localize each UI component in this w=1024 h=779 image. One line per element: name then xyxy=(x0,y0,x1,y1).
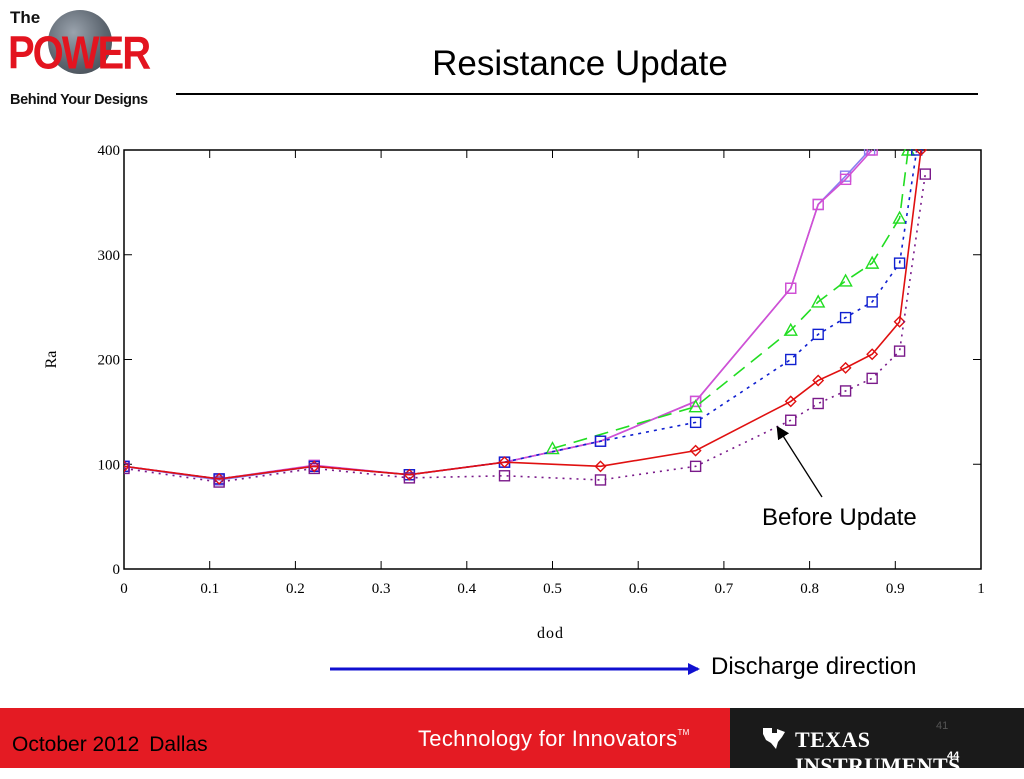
series-5-point xyxy=(403,472,416,484)
series-3-point xyxy=(866,296,878,308)
series-4-point xyxy=(839,361,852,374)
series-3-line xyxy=(124,149,918,480)
series-3-point xyxy=(911,149,923,156)
footer-date: October 2012 xyxy=(12,733,140,756)
discharge-direction-label: Discharge direction xyxy=(711,653,917,680)
series-2-point xyxy=(688,399,703,413)
x-tick-label: 1 xyxy=(977,581,985,597)
series-3-point xyxy=(839,311,852,324)
y-tick-label: 200 xyxy=(98,353,121,369)
series-5-point xyxy=(594,474,607,486)
footer-tagline-text: Technology for Innovators xyxy=(418,726,678,751)
texas-icon xyxy=(763,728,785,749)
series-1-point xyxy=(785,282,797,294)
series-1-point xyxy=(866,149,878,156)
x-tick-label: 0.7 xyxy=(715,581,734,597)
logo-the: The xyxy=(10,8,41,27)
series-3-point xyxy=(893,257,906,269)
series-5-line xyxy=(124,173,927,483)
series-2-point xyxy=(838,273,853,287)
series-1-point xyxy=(839,173,852,186)
series-4-point xyxy=(784,395,797,408)
series-2-point xyxy=(545,441,560,455)
series-5-point xyxy=(785,414,797,426)
slide-title: Resistance Update xyxy=(432,44,728,83)
series-2-point xyxy=(892,210,907,224)
series-4-point xyxy=(893,315,906,328)
series-0-line xyxy=(124,149,871,481)
x-tick-label: 0.4 xyxy=(457,581,476,597)
x-axis-label: dod xyxy=(537,625,564,642)
series-2-point xyxy=(783,322,798,336)
x-tick-label: 0.6 xyxy=(629,581,648,597)
series-5-point xyxy=(893,345,906,357)
series-5-point xyxy=(812,397,824,410)
footer-event: October 2012 Dallas xyxy=(12,733,218,757)
page-number-ghost: 41 xyxy=(936,720,949,732)
series-3-point xyxy=(689,416,702,429)
x-tick-label: 0.8 xyxy=(800,581,819,597)
y-tick-label: 300 xyxy=(98,248,121,264)
series-5-point xyxy=(689,460,702,473)
before-update-annotation: Before Update xyxy=(762,504,917,531)
y-axis-label: Ra xyxy=(43,351,60,369)
series-4-point xyxy=(124,460,130,473)
power-logo: The POWER Behind Your Designs xyxy=(8,6,158,114)
footer-place: Dallas xyxy=(149,733,208,756)
title-divider xyxy=(176,93,978,95)
series-4-line xyxy=(124,149,922,480)
series-4-point xyxy=(689,444,702,457)
y-tick-label: 0 xyxy=(113,562,121,578)
y-tick-label: 100 xyxy=(98,457,121,473)
series-5-point xyxy=(124,462,130,475)
series-5-point xyxy=(919,168,931,180)
x-tick-label: 0.5 xyxy=(543,581,562,597)
series-4-point xyxy=(812,374,825,387)
series-5-point xyxy=(498,470,511,482)
x-tick-label: 0.1 xyxy=(200,581,219,597)
series-3-point xyxy=(812,328,824,341)
ti-brand-name: Texas Instruments xyxy=(795,727,961,778)
series-1-point xyxy=(689,395,702,408)
series-4-point xyxy=(498,456,511,469)
series-4-point xyxy=(594,460,607,473)
series-3-point xyxy=(785,353,797,366)
series-5-point xyxy=(213,476,225,488)
page-number: 44 xyxy=(947,750,960,762)
series-3-point xyxy=(594,435,607,447)
x-tick-label: 0.9 xyxy=(886,581,905,597)
annotation-arrow xyxy=(776,425,823,498)
x-tick-label: 0.2 xyxy=(286,581,305,597)
y-tick-label: 400 xyxy=(98,143,121,159)
globe-icon xyxy=(48,10,112,74)
resistance-chart: 0 0.1 0.2 0.3 0.4 0.5 0.6 0.7 0.8 0.9 1 0 100 200 300 4… xyxy=(43,143,985,675)
series-5-point xyxy=(866,372,878,385)
series-2-point xyxy=(864,255,880,269)
series-4-point xyxy=(308,460,321,473)
plot-area xyxy=(124,149,931,488)
series-2-point xyxy=(810,294,826,308)
logo-power: POWER xyxy=(8,28,151,79)
trademark-mark: TM xyxy=(677,728,690,737)
series-4-point xyxy=(915,149,927,156)
series-5-point xyxy=(308,462,320,475)
footer-tagline: Technology for InnovatorsTM xyxy=(418,726,690,752)
x-tick-label: 0 xyxy=(120,581,128,597)
series-4-point xyxy=(866,348,879,361)
logo-tagline: Behind Your Designs xyxy=(10,92,148,108)
series-5-point xyxy=(839,385,852,397)
series-1-point xyxy=(812,198,824,211)
series-2-line xyxy=(552,149,909,450)
series-1-line xyxy=(124,149,873,480)
x-tick-label: 0.3 xyxy=(372,581,391,597)
